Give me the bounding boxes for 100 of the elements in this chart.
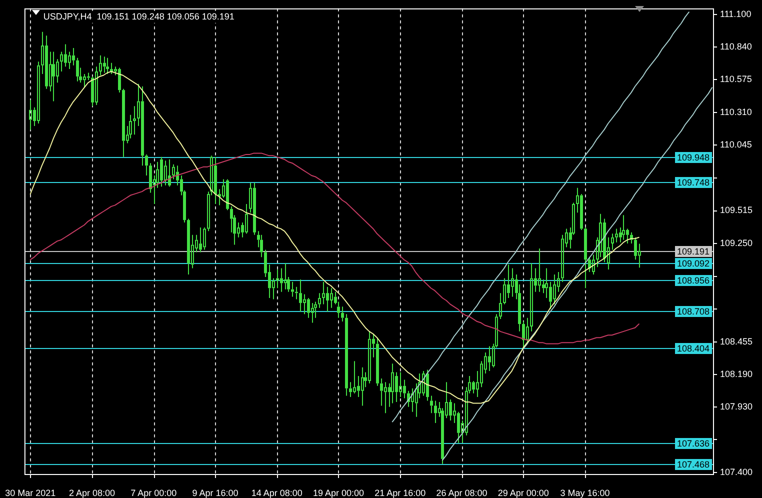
candlestick [72, 48, 75, 66]
x-tick-label: 14 Apr 08:00 [251, 488, 302, 498]
candlestick [326, 286, 329, 312]
x-tick-label: 29 Apr 00:00 [498, 488, 549, 498]
y-tick-label: 109.515 [720, 205, 753, 216]
candlestick [95, 66, 98, 106]
candlestick [322, 281, 325, 305]
ref-line-label: 109.092 [677, 258, 710, 268]
candlestick [538, 248, 541, 292]
y-tick-label: 108.455 [720, 336, 753, 346]
candlestick [542, 278, 545, 294]
candlestick [626, 228, 629, 244]
candlestick [545, 268, 548, 299]
candlestick [318, 292, 321, 308]
y-tick-label: 107.930 [720, 401, 753, 412]
x-tick-label: 2 Apr 08:00 [68, 488, 115, 498]
candlestick [291, 281, 294, 298]
y-tick-label: 110.310 [720, 106, 752, 117]
candlestick [118, 67, 121, 94]
ref-line-label: 109.191 [677, 246, 710, 256]
x-tick-label: 3 May 16:00 [560, 488, 610, 498]
candlestick [449, 399, 452, 422]
candlestick [488, 346, 491, 372]
ref-line-label: 108.708 [677, 306, 710, 316]
candlestick [76, 57, 79, 82]
candlestick [280, 268, 283, 292]
chart-title: USDJPY,H4 109.151 109.248 109.056 109.191 [43, 11, 234, 22]
candlestick [357, 375, 360, 398]
candlestick [499, 292, 502, 320]
candlestick [391, 363, 394, 404]
candlestick [83, 73, 86, 88]
candlestick [145, 154, 148, 176]
candlestick [384, 382, 387, 414]
ref-line-label: 108.956 [677, 275, 710, 286]
candlestick [199, 226, 202, 253]
candlestick [530, 262, 533, 332]
ref-line-label: 108.404 [677, 343, 710, 354]
y-tick-label: 110.045 [720, 140, 752, 150]
candlestick [29, 99, 32, 130]
candlestick [106, 57, 109, 74]
candlestick [561, 234, 564, 282]
candlestick [615, 228, 618, 243]
candlestick [395, 372, 398, 402]
candlestick [52, 51, 55, 102]
candlestick [434, 400, 437, 424]
y-tick-label: 110.575 [720, 74, 752, 84]
candlestick [60, 51, 63, 72]
candlestick [133, 106, 136, 136]
candlestick [345, 314, 348, 396]
candlestick [580, 194, 583, 230]
y-tick-label: 109.250 [720, 238, 753, 248]
candlestick [68, 51, 71, 70]
candlestick [349, 382, 352, 398]
x-tick-label: 7 Apr 00:00 [130, 488, 177, 498]
candlestick [457, 411, 460, 444]
candlestick [472, 380, 475, 394]
candlestick [622, 214, 625, 240]
candlestick [56, 58, 59, 84]
y-tick-label: 111.100 [720, 9, 752, 20]
candlestick [260, 234, 263, 258]
candlestick [368, 330, 371, 384]
candlestick [553, 274, 556, 305]
candlestick [149, 162, 152, 194]
ref-line-label: 109.948 [677, 152, 710, 162]
y-tick-label: 108.190 [720, 369, 753, 380]
candlestick [549, 281, 552, 310]
candlestick [503, 278, 506, 305]
x-tick-label: 26 Apr 08:00 [436, 488, 488, 498]
ref-line-label: 107.468 [677, 459, 710, 470]
candlestick [353, 360, 356, 394]
x-tick-label: 30 Mar 2021 [5, 488, 56, 498]
candlestick [110, 62, 113, 74]
candlestick [307, 298, 310, 318]
candlestick [507, 264, 510, 299]
candlestick [122, 88, 125, 158]
candlestick [341, 306, 344, 322]
candlestick [164, 160, 167, 186]
candlestick [399, 372, 402, 398]
candlestick [430, 395, 433, 414]
y-tick-label: 110.840 [720, 41, 752, 52]
candlestick [91, 76, 94, 107]
candlestick [330, 288, 333, 308]
candlestick [411, 388, 414, 412]
candlestick [187, 218, 190, 275]
candlestick [511, 268, 514, 298]
candlestick [422, 370, 425, 396]
candlestick [64, 44, 67, 68]
candlestick [303, 294, 306, 315]
candlestick [253, 182, 256, 236]
candlestick [311, 302, 314, 324]
candlestick [299, 278, 302, 312]
candlestick [526, 317, 529, 344]
ref-line-label: 107.636 [677, 438, 710, 448]
candlestick [284, 262, 287, 290]
candlestick [403, 379, 406, 399]
x-tick-label: 21 Apr 16:00 [374, 488, 426, 498]
candlestick [245, 203, 248, 234]
candlestick [638, 243, 641, 268]
candlestick [337, 301, 340, 318]
ref-line-label: 109.748 [677, 177, 710, 188]
